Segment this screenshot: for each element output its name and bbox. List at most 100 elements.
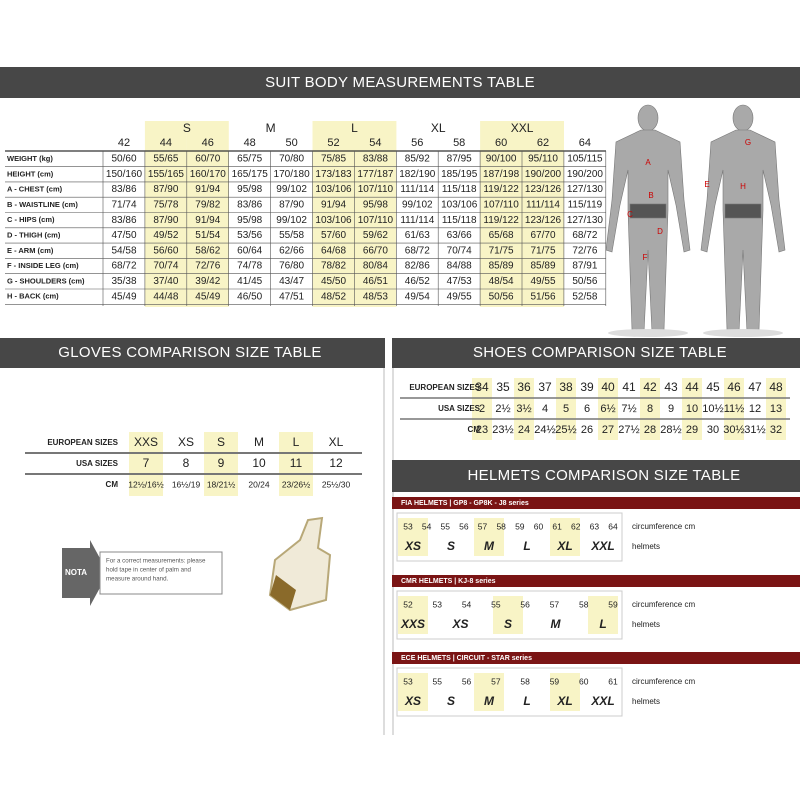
highlight [144,121,187,307]
size-header: 44 [160,137,172,149]
section-bar [392,497,800,509]
size-header: 58 [453,137,465,149]
cell: 170/180 [274,169,311,180]
section-bar [392,575,800,587]
cell: 59/62 [363,230,388,241]
cell: 190/200 [525,169,562,180]
helmet-size: XL [556,539,572,553]
highlight [522,121,564,307]
cell: 177/187 [357,169,394,180]
cell: 53/56 [237,230,262,241]
highlight [550,518,580,556]
helmet-size: L [523,539,530,553]
cell: 66/70 [363,245,388,256]
cell: 56/60 [153,245,178,256]
circumference: 53 [403,521,413,531]
shoes-title-bar [392,338,800,368]
cell: 150/160 [106,169,143,180]
row-label: circumference cm [632,600,695,609]
cell: 6 [584,403,590,415]
cell: 115/118 [442,215,477,226]
circumference: 58 [496,521,506,531]
cell: 24 [518,424,530,436]
circumference: 63 [590,521,600,531]
row-label: E - ARM (cm) [7,246,54,255]
cell: 71/75 [489,245,514,256]
highlight [129,432,163,496]
circumference: 60 [534,521,544,531]
cell: 28 [644,424,656,436]
cell: 71/75 [530,245,555,256]
highlight [480,121,523,307]
cell: 13 [770,403,782,415]
highlight [514,378,534,440]
note-line: hold tape in center of palm and [106,567,192,574]
nota-note [62,516,332,612]
helmet-size: XXS [400,617,425,631]
helmet-size: S [504,617,512,631]
highlight [398,673,428,711]
cell: 57/60 [321,230,346,241]
cell: 160/170 [190,169,227,180]
cell: 60/70 [195,154,220,165]
size-group: S [183,121,191,135]
cell: 39 [580,380,594,394]
cell: 46 [727,380,741,394]
figure-letter: E [704,180,709,189]
cell: 45/49 [195,291,220,302]
cell: 84/88 [447,261,472,272]
row-label: A - CHEST (cm) [7,185,63,194]
cell: 70/80 [279,154,304,165]
section-frame [396,512,623,562]
section-frame [396,590,623,640]
section-title: ECE HELMETS | CIRCUIT - STAR series [401,655,532,662]
cell: 18/21½ [207,479,235,489]
circumference: 54 [462,599,472,609]
cell: 39/42 [195,276,220,287]
cell: 99/102 [402,200,433,211]
size-header: 52 [327,137,339,149]
cell: 7½ [621,403,636,415]
cell: 75/78 [153,200,178,211]
highlight [398,596,428,634]
cell: 50/60 [111,154,136,165]
cell: 119/122 [483,215,519,226]
cell: 83/86 [111,215,136,226]
cell: 40 [601,380,615,394]
cell: 127/130 [567,215,604,226]
cell: 47/53 [447,276,472,287]
cell: 70/74 [153,261,178,272]
figure-letter: H [740,182,746,191]
cell: 67/70 [530,230,555,241]
cell: S [217,435,225,449]
circumference: 56 [459,521,469,531]
cell: 99/102 [276,215,307,226]
section-bar [392,652,800,664]
cell: 54/58 [111,245,136,256]
cell: 49/54 [405,291,430,302]
row-label: C - HIPS (cm) [7,215,55,224]
size-group: XL [431,121,446,135]
circumference: 53 [403,676,413,686]
figure-letter: F [643,253,648,262]
cell: 72/76 [195,261,220,272]
nota-label: NOTA [65,568,87,577]
cell: 87/95 [447,154,472,165]
helmets-title: HELMETS COMPARISON SIZE TABLE [468,467,741,484]
highlight [186,121,229,307]
size-header: 50 [285,137,297,149]
circumference: 55 [441,521,451,531]
cell: 60/64 [237,245,262,256]
cell: 58/62 [195,245,220,256]
cell: 105/115 [567,154,603,165]
cell: XS [178,435,194,449]
cell: 75/85 [321,154,346,165]
cell: 27 [602,424,614,436]
cell: 87/90 [279,200,304,211]
cell: 42 [643,380,657,394]
cell: 51/56 [530,291,555,302]
cell: 107/110 [358,184,394,195]
cell: 115/118 [442,184,477,195]
size-header: 62 [537,137,549,149]
cell: 91/94 [195,184,220,195]
